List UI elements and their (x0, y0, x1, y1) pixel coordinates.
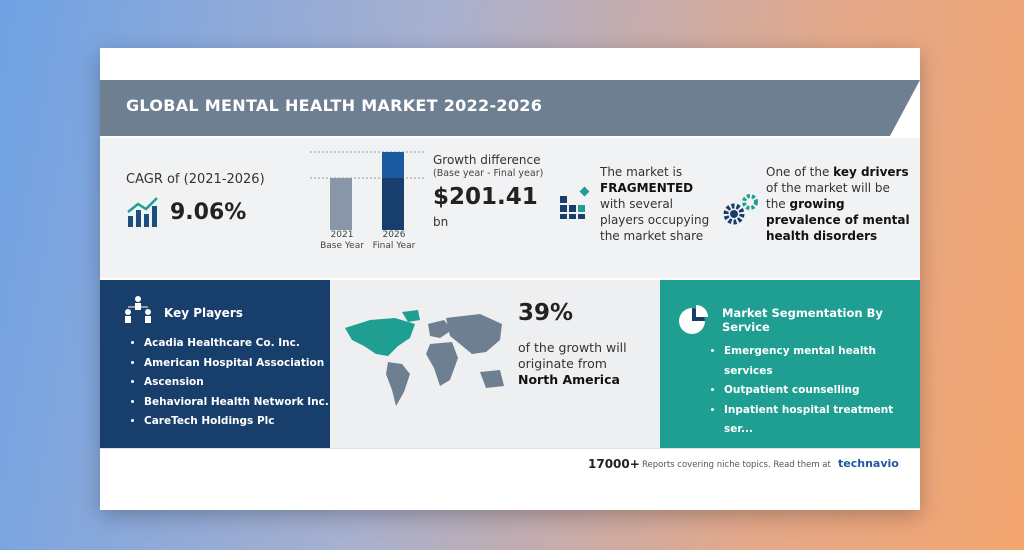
list-item: CareTech Holdings Plc (144, 412, 329, 432)
title: GLOBAL MENTAL HEALTH MARKET 2022-2026 (126, 96, 543, 115)
base-year: 2021 Base Year (312, 230, 372, 252)
infographic-card: GLOBAL MENTAL HEALTH MARKET 2022-2026 CA… (100, 48, 920, 510)
text: with several players occupying the marke… (600, 197, 710, 243)
text: of the market will be the (766, 181, 890, 211)
growth-icon (127, 197, 158, 227)
cagr-value: 9.06% (170, 200, 247, 225)
text: One of the (766, 165, 830, 179)
report-count: 17000+ (588, 457, 640, 471)
driver: growing prevalence of mental health diso… (766, 197, 910, 243)
region-text: of the growth will originate from (518, 340, 627, 371)
drivers: One of the key drivers of the market wil… (766, 164, 911, 244)
key-players-title: Key Players (164, 306, 243, 320)
growth-bars (310, 151, 425, 230)
world-map (345, 310, 504, 406)
list-item: American Hospital Association (144, 354, 329, 374)
vendor-landscape: The market is FRAGMENTED with several pl… (600, 164, 720, 244)
fragmented-icon (560, 186, 590, 219)
year: 2026 (382, 230, 406, 240)
list-item: Acadia Healthcare Co. Inc. (144, 334, 329, 354)
region-name: North America (518, 372, 620, 387)
summary-band: CAGR of (2021-2026) 9.06% 2021 Base Year … (100, 138, 920, 278)
footer-text: Reports covering niche topics. Read them… (642, 460, 831, 470)
brand: technavio (838, 457, 899, 470)
list-item: Behavioral Health Network Inc. (144, 393, 329, 413)
growth-value: $201.41 (433, 184, 538, 210)
growth-title: Growth difference (433, 153, 541, 167)
segmentation-panel: Market Segmentation By Service Emergency… (660, 280, 920, 448)
list-item: Emergency mental health services (724, 342, 920, 381)
gears-icon (723, 194, 758, 225)
region-panel: 39% of the growth will originate from No… (330, 280, 660, 448)
pie-icon (679, 305, 708, 334)
year-label: Final Year (372, 241, 416, 251)
segmentation-title: Market Segmentation By Service (722, 306, 883, 334)
list-item: Inpatient hospital treatment ser... (724, 401, 920, 440)
final-year: 2026 Final Year (364, 230, 424, 252)
growth-subtitle: (Base year - Final year) (433, 168, 544, 179)
text: The market is (600, 165, 683, 179)
players-icon (125, 296, 151, 323)
footer: 17000+ Reports covering niche topics. Re… (100, 448, 920, 483)
list-item: Ascension (144, 373, 329, 393)
cagr-label: CAGR of (2021-2026) (126, 172, 265, 187)
key-players-panel: Key Players Acadia Healthcare Co. Inc.Am… (100, 280, 330, 448)
region-share: 39% (518, 300, 574, 326)
header-bar: GLOBAL MENTAL HEALTH MARKET 2022-2026 (100, 80, 920, 136)
segmentation-list: Emergency mental health servicesOutpatie… (710, 342, 920, 440)
key-players-list: Acadia Healthcare Co. Inc.American Hospi… (130, 334, 329, 432)
highlight: key drivers (833, 165, 909, 179)
list-item: Outpatient counselling (724, 381, 920, 401)
highlight: FRAGMENTED (600, 181, 694, 195)
year: 2021 (330, 230, 354, 240)
growth-unit: bn (433, 215, 449, 229)
year-label: Base Year (320, 241, 364, 251)
